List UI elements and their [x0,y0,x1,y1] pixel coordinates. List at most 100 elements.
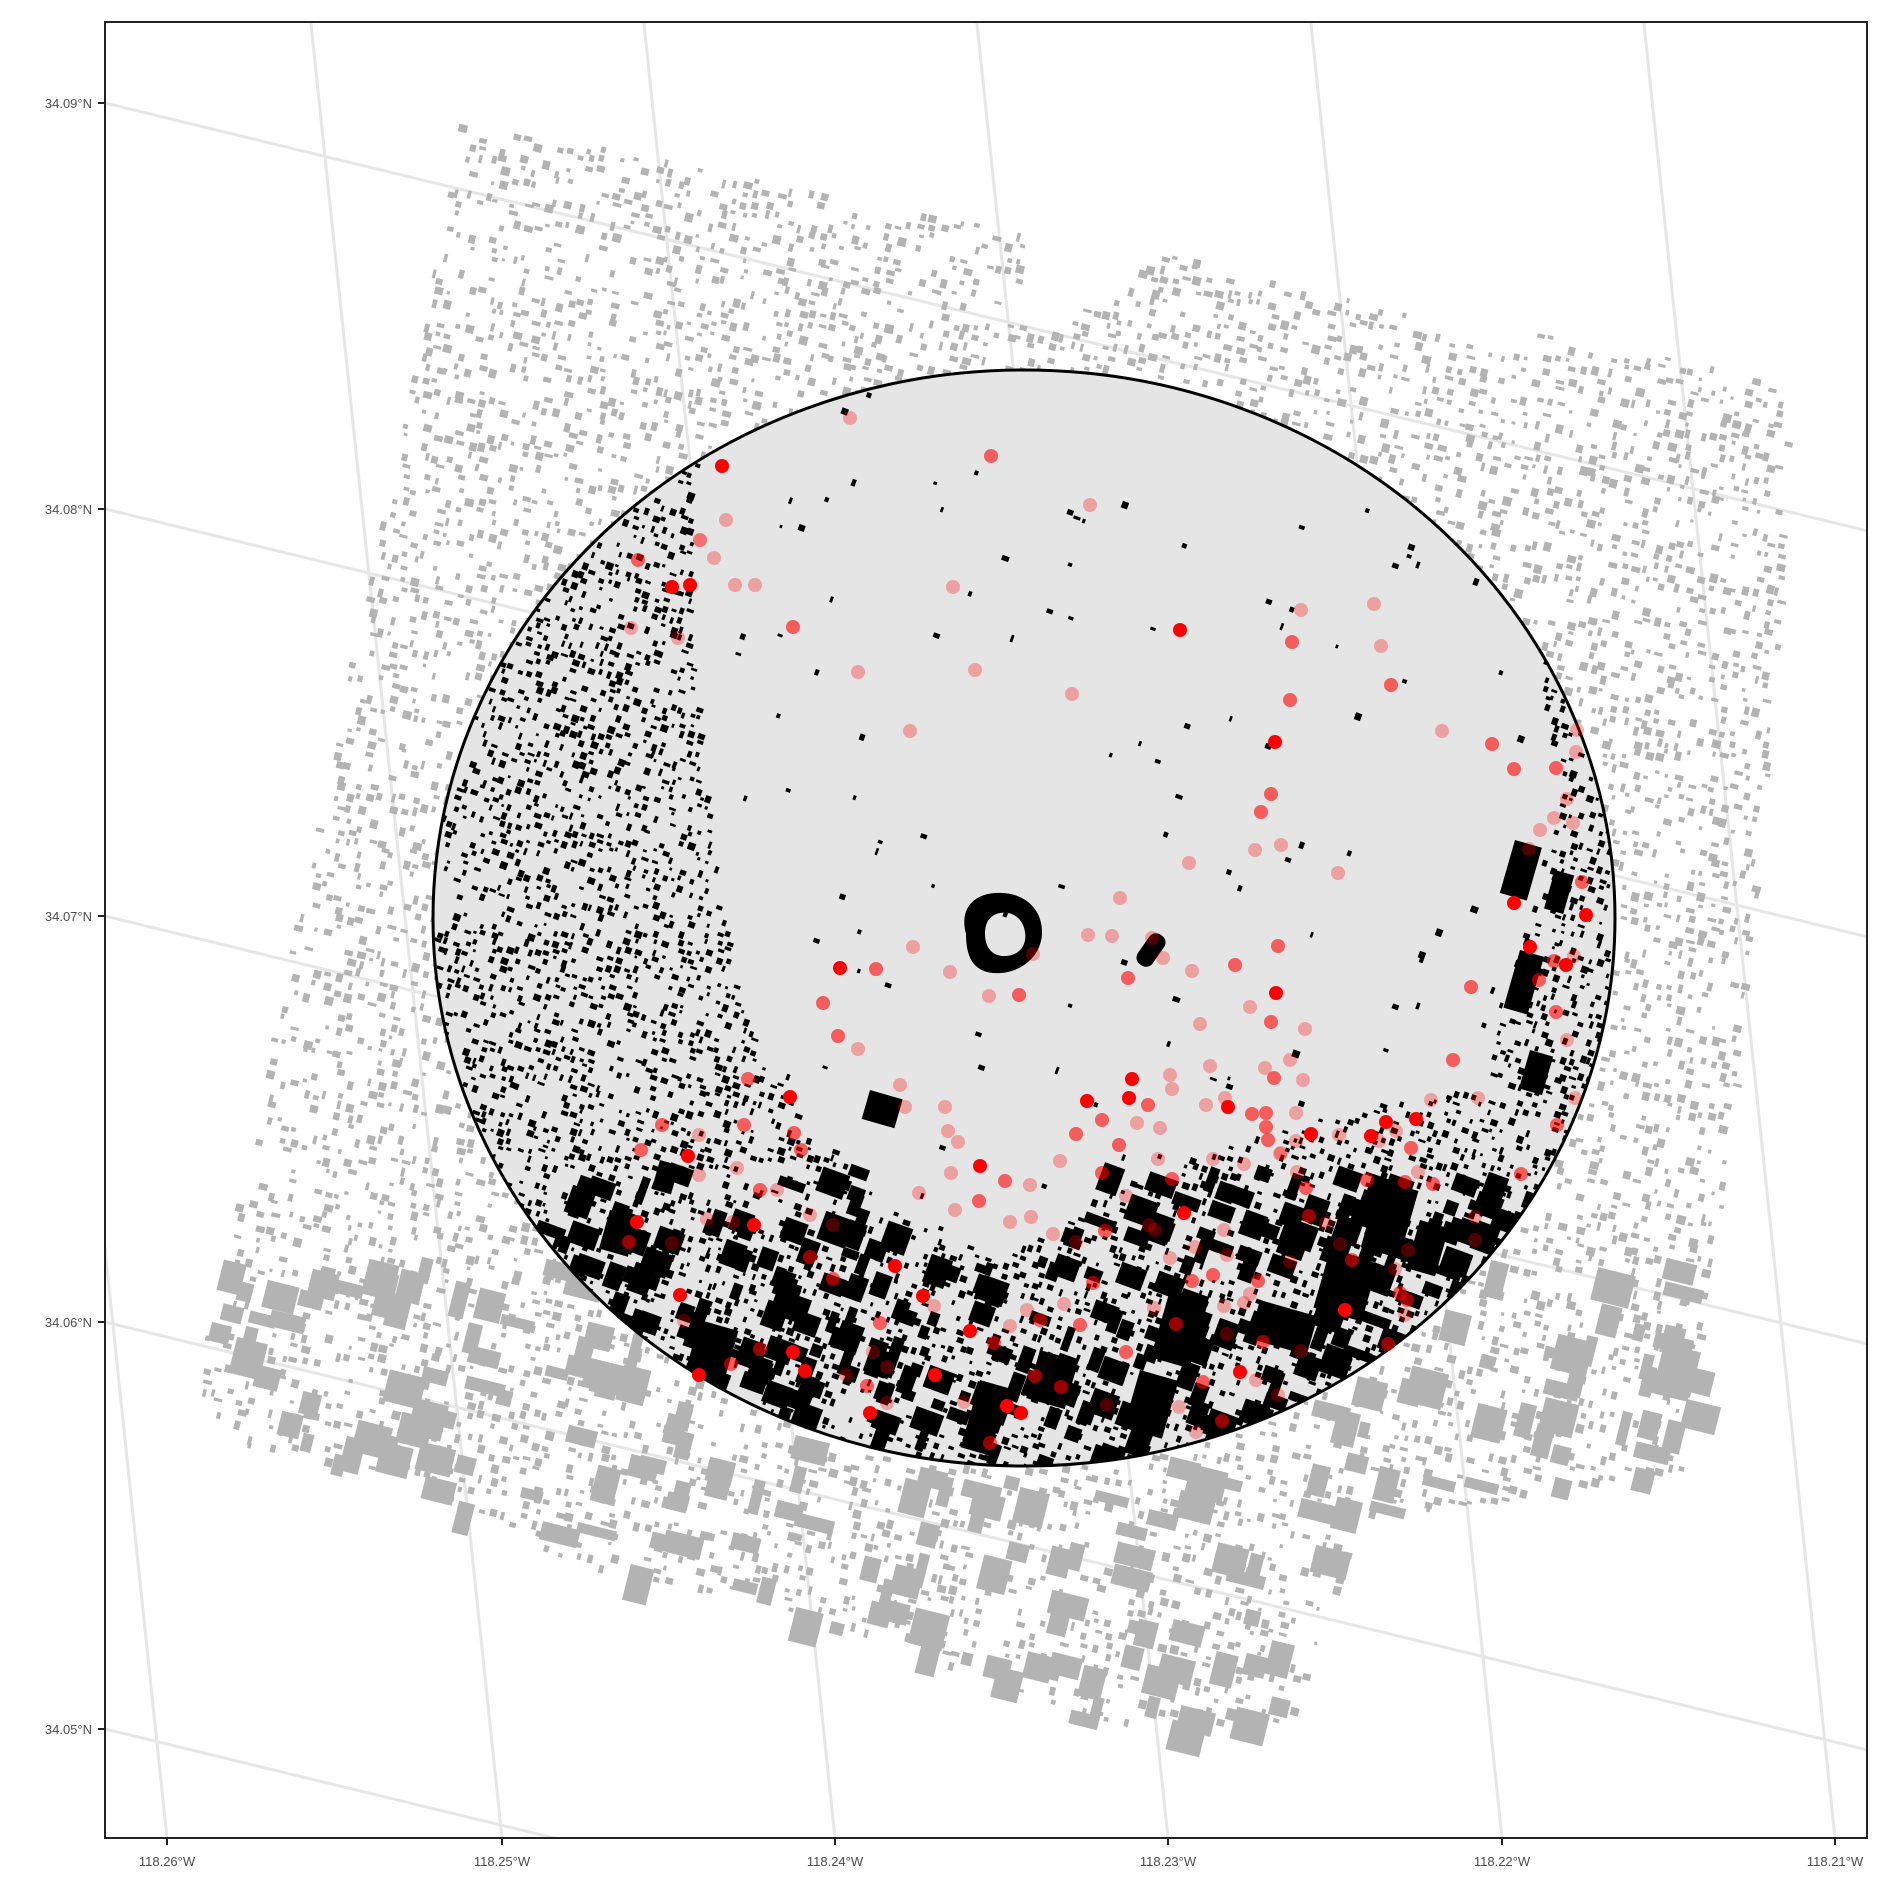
building-outside [1080,1695,1089,1701]
building-outside [466,1345,502,1370]
building-outside [324,1334,334,1345]
building-outside [783,1564,790,1574]
building-outside [1382,1457,1392,1464]
building-outside [1743,792,1751,801]
building-outside [652,225,663,235]
building-outside [369,1408,376,1414]
building-outside [964,1489,970,1496]
building-outside [1696,507,1702,513]
building-outside [379,1126,388,1135]
building-inside [652,561,661,569]
building-inside [1407,543,1416,552]
building-outside [424,1157,430,1165]
building-outside [1350,1376,1389,1413]
building-outside [619,1333,629,1343]
building-outside [1223,357,1231,364]
building-outside [1686,750,1691,756]
building-outside [1677,496,1682,502]
building-outside [398,1027,405,1037]
building-outside [986,265,995,270]
building-outside [557,1552,563,1558]
building-inside [597,577,605,585]
building-outside [1313,1424,1321,1430]
building-outside [927,1596,932,1602]
building-outside [1103,1716,1109,1723]
building-outside [1668,664,1677,670]
building-outside [1633,848,1644,857]
building-outside [1519,1489,1528,1499]
building-outside [870,341,878,348]
building-outside [1301,1533,1311,1540]
building-outside [653,1568,662,1575]
building-outside [1633,1357,1641,1363]
building-outside [568,1446,577,1453]
building-outside [586,355,592,360]
building-outside [687,400,693,410]
building-outside [345,1291,351,1298]
building-outside [772,346,781,354]
building-outside [1631,830,1640,836]
building-outside [1718,444,1726,452]
building-outside [717,376,723,382]
building-outside [375,1331,382,1339]
building-outside [1756,509,1761,514]
building-outside [1127,319,1133,327]
building-outside [874,1499,879,1506]
building-outside [1499,1343,1509,1349]
building-outside [557,354,567,361]
building-outside [1389,1463,1394,1470]
building-outside [665,1434,671,1443]
building-outside [357,1313,368,1321]
building-outside [544,453,554,459]
building-outside [409,577,420,588]
building-outside [896,1485,902,1491]
building-outside [1623,1246,1634,1257]
building-outside [1706,940,1716,949]
building-outside [1733,917,1739,925]
building-outside [896,308,905,314]
building-outside [706,310,713,316]
building-outside [1734,599,1743,607]
building-outside [1206,330,1213,339]
building-outside [1092,1610,1099,1616]
building-outside [662,441,671,450]
building-outside [716,363,723,373]
building-outside [961,357,972,366]
building-outside [497,1367,508,1374]
building-outside [1404,411,1410,417]
building-outside [1445,365,1453,374]
building-outside [388,1320,397,1328]
building-outside [486,434,496,445]
building-outside [490,596,497,605]
building-outside [1544,507,1555,515]
building-outside [1282,1600,1290,1606]
building-outside [919,332,925,339]
building-outside [1567,365,1576,373]
building-outside [1281,1522,1289,1527]
building-outside [1497,1456,1508,1465]
building-outside [1271,1444,1281,1453]
building-outside [464,629,475,638]
building-outside [227,1388,235,1395]
building-outside [1270,1431,1278,1438]
building-outside [269,1058,278,1066]
building-outside [1621,1025,1627,1031]
building-outside [1685,1268,1693,1276]
building-outside [884,1507,891,1513]
building-outside [1611,419,1623,430]
building-outside [270,1235,277,1243]
building-outside [949,1608,955,1618]
building-outside [1003,242,1014,253]
building-outside [1566,1236,1572,1241]
building-outside [1591,707,1597,714]
building-outside [707,445,713,450]
building-outside [1633,741,1643,751]
building-outside [1565,575,1573,582]
building-outside [1666,574,1676,584]
building-outside [587,341,592,347]
building-inside [689,541,695,547]
building-outside [466,1266,471,1271]
building-outside [555,1487,562,1496]
building-outside [1123,344,1129,355]
building-outside [1718,1181,1727,1191]
